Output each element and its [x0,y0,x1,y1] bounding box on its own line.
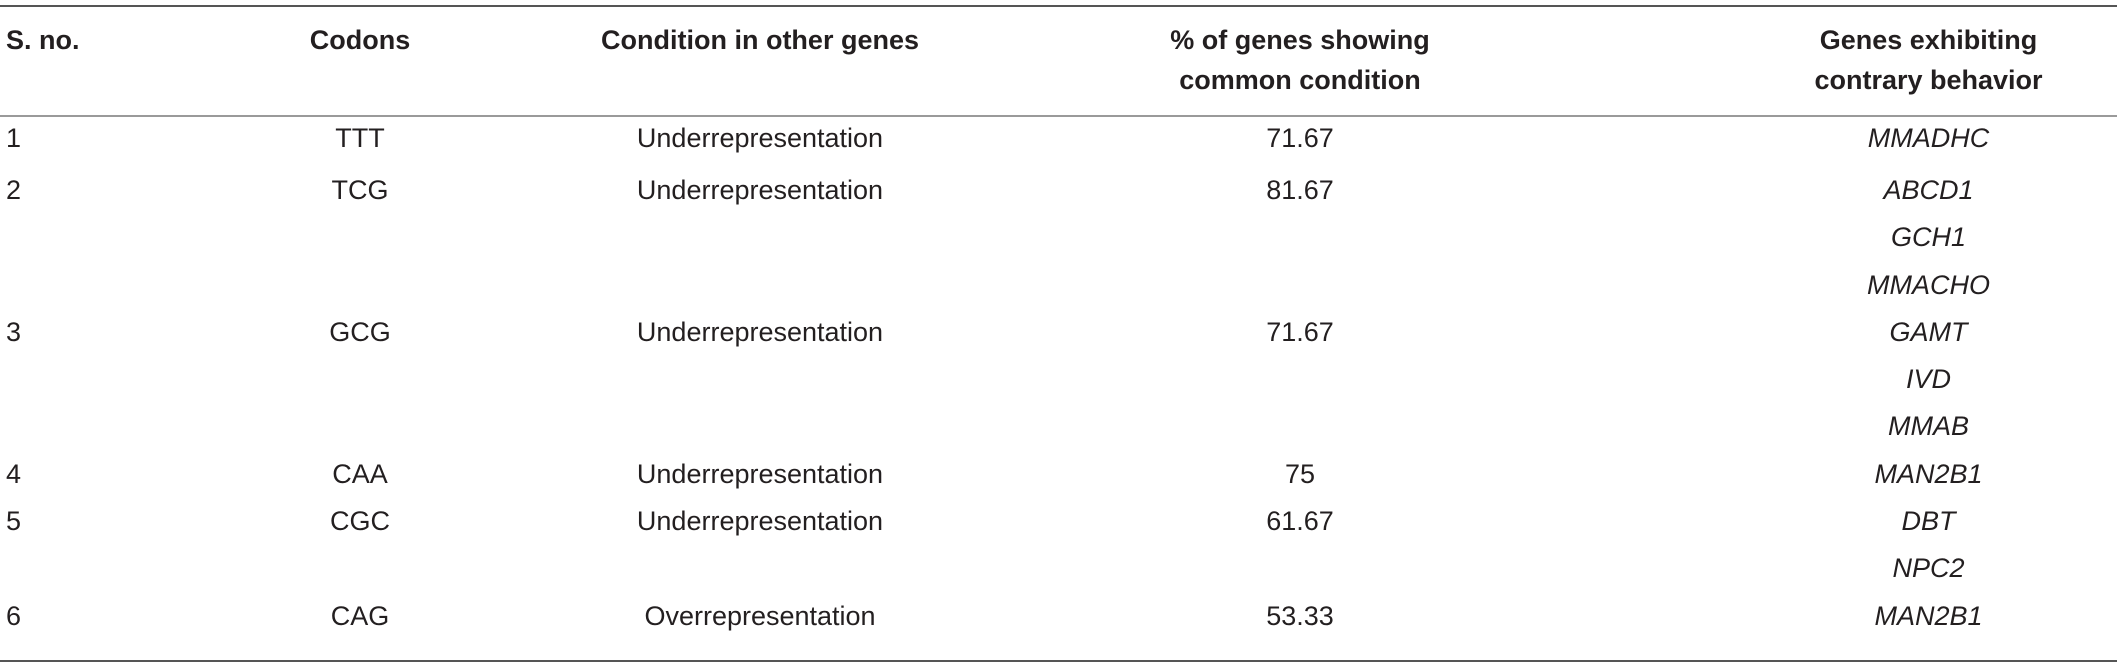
cell-percent: 71.67 [1266,316,1334,347]
cell-sno: 1 [6,122,22,153]
cell-percent: 53.33 [1266,600,1334,631]
table-row: IVD [0,356,2117,403]
table-row: 3 GCG Underrepresentation 71.67 GAMT [0,309,2117,356]
cell-gene: IVD [1905,364,1951,395]
header-genes-line1: Genes exhibiting [1819,25,2038,55]
cell-gene: MAN2B1 [1874,600,1983,631]
header-codons: Codons [309,25,411,55]
table-row: NPC2 [0,545,2117,592]
cell-codon: CAA [332,458,388,489]
cell-sno: 6 [6,600,22,631]
cell-sno: 5 [6,506,22,537]
table-row: 2 TCG Underrepresentation 81.67 ABCD1 [0,167,2117,214]
cell-gene: MMACHO [1867,269,1990,300]
header-percent-line1: % of genes showing [1170,25,1430,55]
header-percent-line2: common condition [1179,65,1421,95]
cell-condition: Underrepresentation [636,506,884,537]
cell-gene: MAN2B1 [1874,458,1983,489]
cell-gene: NPC2 [1892,553,1965,584]
table-top-rule [0,5,2117,7]
cell-codon [200,545,520,592]
cell-condition: Underrepresentation [636,316,884,347]
header-row: S. no. Codons Condition in other genes %… [0,0,2117,100]
header-genes-line2: contrary behavior [1814,65,2043,95]
table-row: 6 CAG Overrepresentation 53.33 MAN2B1 [0,593,2117,640]
cell-sno [0,356,200,403]
cell-gene: MMADHC [1867,122,1990,153]
cell-codon: TCG [331,175,389,205]
header-separator-rule [0,115,2117,117]
table-row: GCH1 [0,214,2117,261]
cell-percent [1000,262,1600,309]
table-bottom-rule [0,660,2117,662]
cell-condition [520,545,1000,592]
cell-sno: 4 [6,458,22,489]
table-header: S. no. Codons Condition in other genes %… [0,0,2117,100]
table-row: 5 CGC Underrepresentation 61.67 DBT [0,498,2117,545]
cell-condition [520,214,1000,261]
cell-codon: CAG [330,600,390,631]
cell-condition: Underrepresentation [636,122,884,153]
cell-codon [200,403,520,450]
cell-condition: Overrepresentation [644,600,876,631]
table-row: MMAB [0,403,2117,450]
table-row: MMACHO [0,262,2117,309]
codon-table: S. no. Codons Condition in other genes %… [0,0,2117,640]
cell-condition [520,356,1000,403]
cell-sno [0,403,200,450]
cell-sno [0,262,200,309]
header-condition: Condition in other genes [601,25,919,55]
cell-codon: GCG [329,316,391,347]
cell-codon [200,214,520,261]
cell-sno: 2 [6,175,22,205]
table-row: 1 TTT Underrepresentation 71.67 MMADHC [0,100,2117,167]
table-row: 4 CAA Underrepresentation 75 MAN2B1 [0,451,2117,498]
cell-percent: 61.67 [1266,506,1334,537]
cell-codon [200,356,520,403]
cell-percent: 75 [1284,458,1316,489]
cell-condition: Underrepresentation [636,458,884,489]
header-genes: Genes exhibiting contrary behavior [1600,0,2117,100]
header-percent: % of genes showing common condition [1000,0,1600,100]
cell-codon: CGC [330,506,390,537]
cell-gene: MMAB [1888,411,1969,442]
cell-condition [520,262,1000,309]
cell-condition: Underrepresentation [636,175,884,205]
cell-sno [0,545,200,592]
cell-percent [1000,403,1600,450]
cell-codon: TTT [335,122,385,153]
header-sno: S. no. [6,25,80,55]
cell-sno: 3 [6,316,22,347]
cell-percent: 71.67 [1266,122,1334,153]
cell-gene: GAMT [1889,316,1968,347]
cell-percent [1000,545,1600,592]
table-body: 1 TTT Underrepresentation 71.67 MMADHC 2… [0,100,2117,640]
cell-percent: 81.67 [1266,175,1334,205]
cell-condition [520,403,1000,450]
cell-gene: GCH1 [1890,222,1966,253]
cell-percent [1000,214,1600,261]
cell-sno [0,214,200,261]
cell-percent [1000,356,1600,403]
cell-gene: DBT [1901,506,1956,537]
cell-gene: ABCD1 [1883,175,1974,205]
cell-codon [200,262,520,309]
